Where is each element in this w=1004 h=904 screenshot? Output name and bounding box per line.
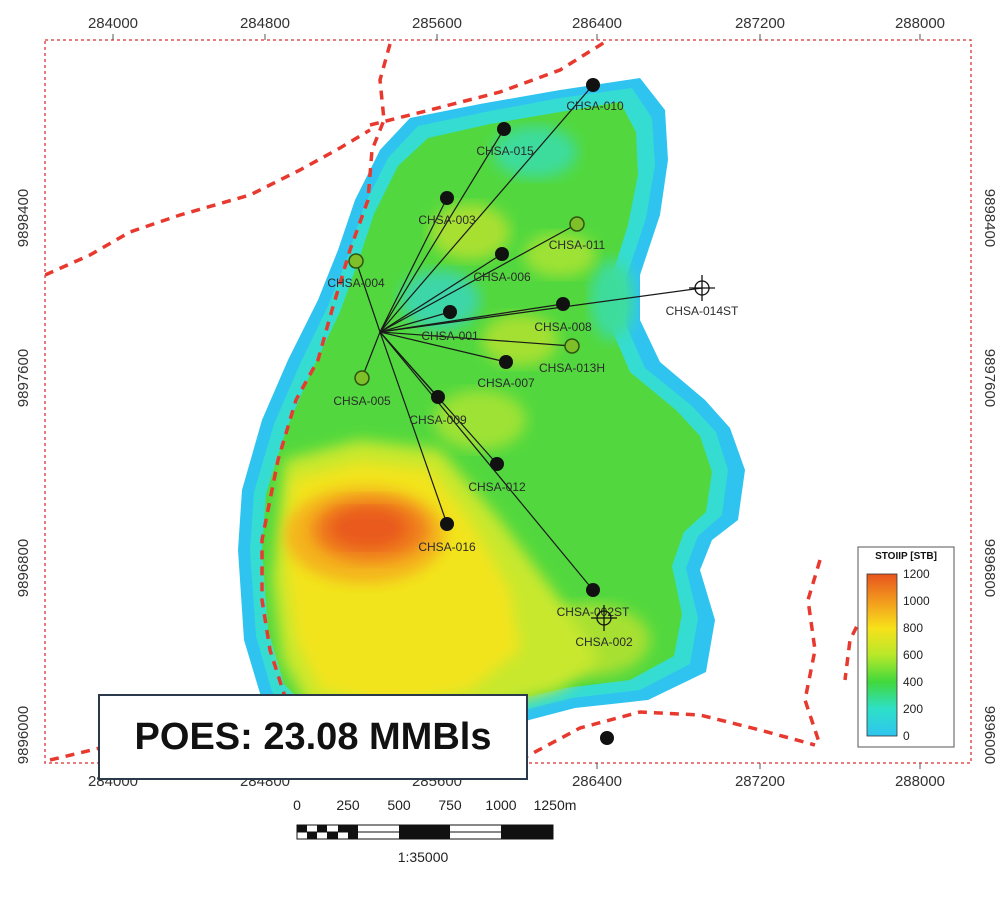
y-tick-left: 9896800 (15, 539, 32, 597)
y-tick-left: 9896000 (15, 706, 32, 764)
legend-tick: 800 (903, 621, 923, 635)
well-label-chsa-011: CHSA-011 (549, 238, 606, 252)
well-label-chsa-010: CHSA-010 (566, 99, 624, 113)
legend-tick: 1000 (903, 594, 930, 608)
y-tick-left: 9897600 (15, 349, 32, 407)
trajectory-chsa-010 (379, 84, 594, 333)
legend-tick: 1200 (903, 567, 930, 581)
scale-tick: 0 (293, 797, 301, 813)
x-tick-top: 288000 (895, 15, 945, 32)
well-label-chsa-016: CHSA-016 (418, 540, 476, 554)
scale-ratio: 1:35000 (398, 849, 449, 865)
well-marker-chsa-002[interactable] (591, 605, 617, 631)
trajectory-chsa-011 (379, 223, 578, 333)
well-marker-unlabeled[interactable] (600, 731, 614, 745)
trajectory-chsa-015 (379, 128, 505, 333)
well-label-chsa-001: CHSA-001 (421, 329, 479, 343)
well-marker-chsa-004[interactable] (348, 253, 364, 269)
trajectory-chsa-001 (379, 311, 451, 333)
trajectory-chsa-014st (379, 287, 703, 333)
x-tick-top: 284000 (88, 15, 138, 32)
x-tick-top: 287200 (735, 15, 785, 32)
well-marker-chsa-014st[interactable] (689, 275, 715, 301)
trajectory-chsa-016 (379, 331, 448, 525)
trajectory-chsa-006 (379, 253, 503, 333)
legend: STOIIP [STB] 1200 1000 800 600 400 200 0 (857, 546, 955, 748)
trajectory-chsa-004 (355, 260, 381, 333)
trajectory-chsa-002st (379, 331, 594, 591)
well-marker-chsa-015[interactable] (497, 122, 511, 136)
well-label-chsa-013h: CHSA-013H (539, 361, 605, 375)
well-marker-chsa-009[interactable] (431, 390, 445, 404)
fault-lines (45, 40, 902, 762)
trajectory-chsa-005 (361, 331, 381, 379)
scale-tick: 250 (336, 797, 360, 813)
trajectory-chsa-003 (379, 197, 448, 333)
well-label-chsa-014st: CHSA-014ST (666, 304, 739, 318)
well-label-chsa-003: CHSA-003 (418, 213, 476, 227)
poes-label: POES: 23.08 MMBls (134, 715, 492, 758)
well-label-chsa-002st: CHSA-002ST (557, 605, 630, 619)
fault-south (49, 738, 301, 762)
poes-box: POES: 23.08 MMBls (98, 694, 528, 780)
scale-bar: 0 250 500 750 1000 1250m 1:35000 (293, 797, 576, 865)
well-label-chsa-007: CHSA-007 (477, 376, 535, 390)
x-tick-top: 284800 (240, 15, 290, 32)
well-marker-chsa-002st[interactable] (586, 583, 600, 597)
scale-tick: 1250m (534, 797, 577, 813)
legend-tick: 200 (903, 702, 923, 716)
scale-tick: 1000 (485, 797, 516, 813)
well-label-chsa-005: CHSA-005 (333, 394, 391, 408)
trajectory-chsa-013h (379, 331, 573, 347)
well-label-chsa-008: CHSA-008 (534, 320, 592, 334)
well-marker-chsa-010[interactable] (586, 78, 600, 92)
well-marker-chsa-013h[interactable] (564, 338, 580, 354)
well-marker-chsa-012[interactable] (490, 457, 504, 471)
legend-tick: 600 (903, 648, 923, 662)
x-tick-top: 286400 (572, 15, 622, 32)
well-label-chsa-009: CHSA-009 (409, 413, 467, 427)
well-marker-chsa-016[interactable] (440, 517, 454, 531)
legend-gradient (866, 573, 898, 737)
well-marker-chsa-001[interactable] (443, 305, 457, 319)
legend-tick: 0 (903, 729, 910, 743)
legend-colorbar (866, 573, 898, 737)
x-tick-bottom: 288000 (895, 773, 945, 790)
well-marker-chsa-005[interactable] (354, 370, 370, 386)
y-tick-right: 9897600 (981, 349, 998, 407)
y-tick-right: 9898400 (981, 189, 998, 247)
fault-northeast (369, 40, 606, 127)
well-marker-chsa-011[interactable] (569, 216, 585, 232)
scale-tick: 750 (438, 797, 462, 813)
fault-southeast (519, 710, 816, 762)
legend-tick: 400 (903, 675, 923, 689)
well-label-chsa-006: CHSA-006 (473, 270, 531, 284)
legend-title: STOIIP [STB] (875, 551, 937, 562)
x-tick-top: 285600 (412, 15, 462, 32)
y-tick-left: 9898400 (15, 189, 32, 247)
x-tick-bottom: 287200 (735, 773, 785, 790)
fault-northwest (45, 128, 371, 277)
well-label-chsa-002: CHSA-002 (575, 635, 633, 649)
well-marker-chsa-006[interactable] (495, 247, 509, 261)
x-tick-bottom: 286400 (572, 773, 622, 790)
well-marker-chsa-008[interactable] (556, 297, 570, 311)
reservoir-grid (238, 78, 745, 758)
scale-tick: 500 (387, 797, 411, 813)
wells: CHSA-010 CHSA-015 CHSA-003 CHSA-011 CHSA-006… (327, 78, 739, 649)
well-marker-chsa-003[interactable] (440, 191, 454, 205)
y-tick-right: 9896000 (981, 706, 998, 764)
trajectory-chsa-007 (379, 331, 507, 363)
y-tick-right: 9896800 (981, 539, 998, 597)
well-label-chsa-004: CHSA-004 (327, 276, 385, 290)
fault-western (260, 43, 392, 701)
well-marker-chsa-007[interactable] (499, 355, 513, 369)
well-label-chsa-012: CHSA-012 (468, 480, 526, 494)
well-label-chsa-015: CHSA-015 (476, 144, 534, 158)
